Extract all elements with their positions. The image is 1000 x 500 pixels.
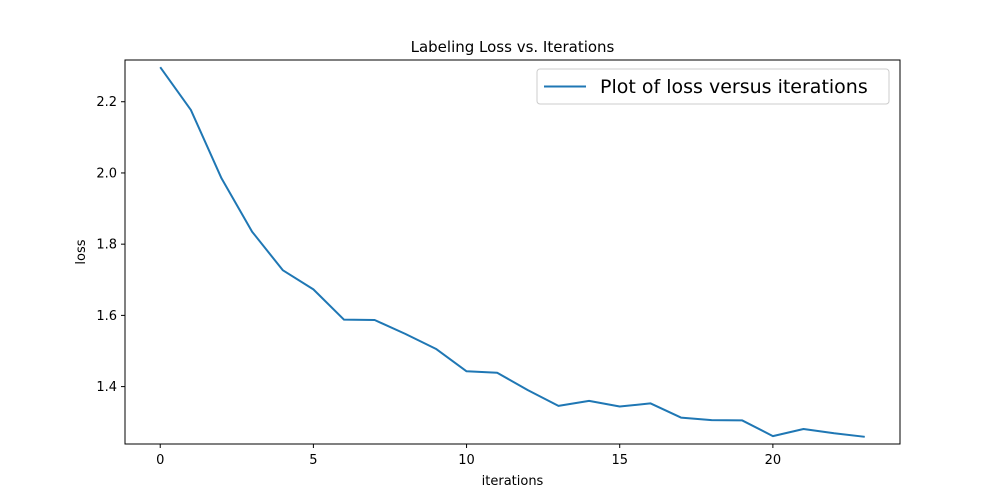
- y-tick-label: 1.4: [96, 380, 117, 395]
- x-tick-label: 5: [309, 453, 317, 468]
- chart-title: Labeling Loss vs. Iterations: [411, 38, 615, 56]
- x-tick-label: 20: [765, 453, 782, 468]
- y-tick-label: 2.0: [96, 166, 117, 181]
- y-axis-label: loss: [74, 239, 89, 264]
- x-tick-label: 0: [156, 453, 164, 468]
- x-tick-label: 15: [611, 453, 628, 468]
- y-axis-ticks: 1.4 1.6 1.8 2.0 2.2: [96, 95, 125, 395]
- x-axis-label: iterations: [482, 474, 544, 489]
- series-line-0: [159, 66, 865, 438]
- legend: Plot of loss versus iterations: [536, 68, 890, 105]
- plot-area-frame: [124, 59, 901, 445]
- series-layer: [159, 66, 865, 438]
- y-tick-label: 2.2: [96, 95, 117, 110]
- legend-box: [536, 68, 890, 105]
- y-tick-label: 1.6: [96, 309, 117, 324]
- y-tick-label: 1.8: [96, 238, 117, 253]
- x-tick-label: 10: [458, 453, 475, 468]
- x-axis-ticks: 0 5 10 15 20: [156, 444, 781, 468]
- legend-label: Plot of loss versus iterations: [600, 76, 868, 98]
